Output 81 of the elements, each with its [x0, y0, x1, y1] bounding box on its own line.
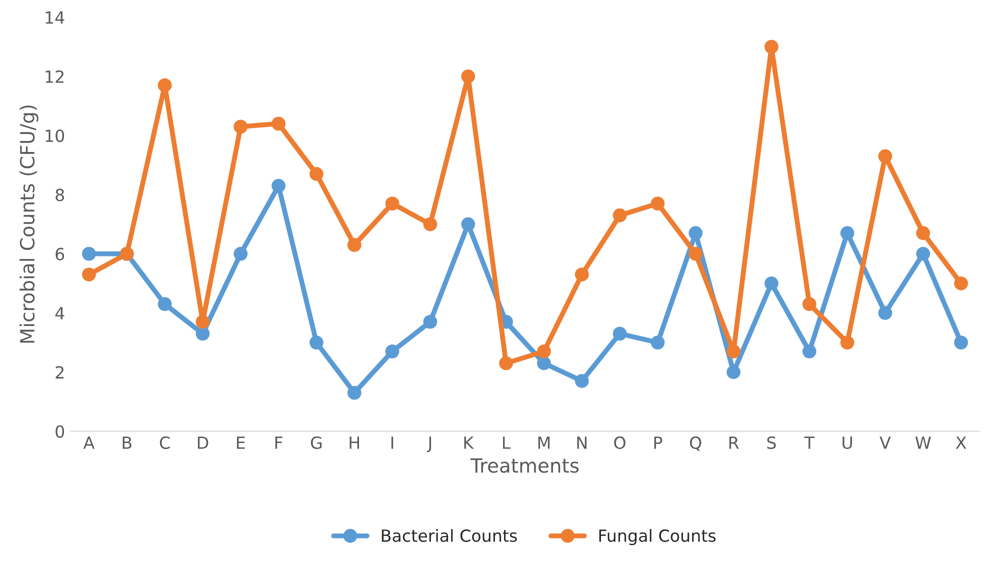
point	[612, 326, 627, 341]
y-tick-label: 4	[55, 307, 64, 320]
x-tick-label: M	[538, 436, 550, 449]
point	[726, 344, 740, 358]
point	[840, 226, 854, 240]
x-tick-label: O	[614, 436, 626, 450]
point	[347, 238, 362, 252]
point	[574, 374, 589, 388]
point	[954, 276, 968, 290]
point	[272, 178, 286, 193]
x-tick-label: P	[654, 436, 662, 449]
x-tick-label: Q	[690, 436, 702, 451]
x-tick-label: X	[956, 436, 966, 449]
point	[802, 344, 816, 358]
point	[158, 297, 172, 312]
x-tick-label: D	[198, 436, 208, 449]
point	[916, 226, 930, 240]
x-tick-label: N	[577, 436, 586, 449]
x-tick-label: A	[83, 436, 95, 449]
x-tick-label: B	[122, 436, 132, 449]
x-tick-label: J	[426, 436, 432, 452]
point	[272, 116, 286, 131]
y-tick-label: 0	[56, 425, 64, 438]
point	[574, 268, 589, 282]
point	[840, 336, 854, 350]
x-tick-label: R	[729, 436, 739, 449]
point	[764, 40, 778, 54]
x-tick-label: K	[464, 436, 474, 449]
point	[650, 196, 665, 210]
point	[688, 246, 703, 261]
point	[196, 326, 210, 341]
y-tick-label: 6	[56, 248, 64, 260]
x-tick-label: U	[842, 436, 852, 450]
x-tick-label: G	[310, 436, 322, 450]
y-tick-label: 10	[46, 130, 64, 142]
point	[347, 386, 362, 400]
point	[310, 336, 324, 350]
point	[196, 314, 210, 329]
point	[916, 246, 930, 261]
point	[878, 306, 892, 320]
point	[612, 208, 627, 222]
point	[764, 276, 778, 290]
x-tick-label: V	[880, 436, 891, 449]
point	[537, 344, 551, 358]
point	[537, 356, 551, 370]
point	[234, 246, 248, 261]
point	[954, 336, 968, 350]
point	[423, 314, 438, 329]
x-tick-label: C	[160, 436, 170, 450]
point	[234, 120, 248, 134]
y-tick-label: 8	[56, 188, 64, 202]
x-tick-label: T	[804, 436, 815, 449]
x-tick-label: H	[350, 436, 360, 449]
x-tick-label: W	[915, 436, 931, 449]
point	[802, 297, 816, 312]
point	[385, 196, 400, 210]
legend-label: Bacterial Counts	[382, 529, 517, 542]
point	[650, 336, 665, 350]
x-tick-label: I	[391, 436, 394, 449]
y-tick-label: 12	[46, 70, 64, 83]
y-tick-label: 2	[56, 366, 64, 378]
x-axis-title: Treatments	[470, 458, 579, 473]
legend-label: Fungal Counts	[599, 529, 716, 546]
point	[158, 78, 172, 92]
y-tick-label: 14	[46, 11, 64, 24]
point	[461, 69, 476, 84]
x-tick-label: F	[275, 436, 282, 449]
x-tick-label: L	[503, 436, 511, 449]
x-tick-label: S	[767, 436, 776, 450]
point	[82, 268, 96, 282]
point	[499, 356, 513, 370]
x-tick-label: E	[236, 436, 245, 449]
y-axis-title: Microbial Counts (CFU/g)	[20, 106, 38, 343]
point	[878, 149, 892, 164]
point	[82, 246, 96, 261]
point	[726, 365, 740, 380]
point	[385, 344, 400, 358]
point	[310, 167, 324, 181]
point	[688, 226, 703, 240]
point	[461, 217, 476, 232]
point	[423, 217, 438, 232]
